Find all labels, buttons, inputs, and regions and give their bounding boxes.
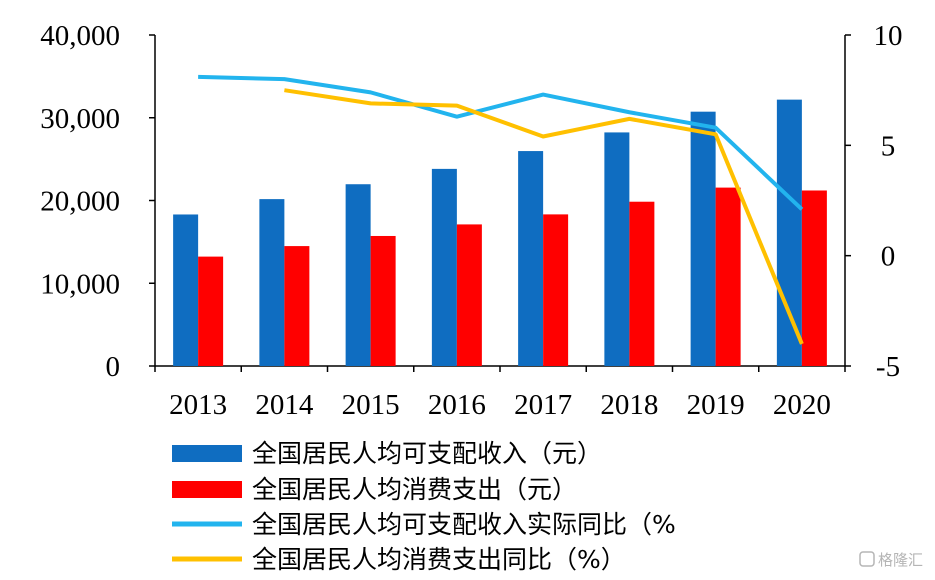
left-tick-label: 30,000	[40, 103, 120, 135]
bar-income	[518, 151, 544, 366]
bar-income	[431, 168, 457, 366]
legend: 全国居民人均可支配收入（元） 全国居民人均消费支出（元） 全国居民人均可支配收入实际…	[172, 439, 676, 574]
left-axis: 0 10,000 20,000 30,000 40,000	[40, 20, 156, 383]
x-tick-label: 2019	[687, 389, 745, 421]
legend-swatch	[172, 445, 242, 462]
x-tick-label: 2016	[428, 389, 486, 421]
watermark-text: 格隆汇	[878, 551, 923, 569]
right-axis: -5 0 5 10	[844, 20, 903, 383]
legend-label: 全国居民人均可支配收入（元）	[252, 439, 602, 468]
x-tick-label: 2013	[169, 389, 227, 421]
bar-income	[690, 111, 716, 367]
left-tick-label: 40,000	[40, 20, 120, 52]
right-tick-label: 10	[874, 20, 903, 52]
x-axis: 2013 2014 2015 2016 2017 2018 2019 2020	[154, 365, 846, 421]
left-tick-label: 0	[106, 351, 121, 383]
lines	[198, 74, 804, 345]
bar-income	[776, 99, 802, 367]
bar-consumption	[715, 187, 741, 366]
x-tick-label: 2015	[342, 389, 400, 421]
bar-consumption	[456, 224, 482, 366]
bar-consumption	[629, 201, 655, 366]
line-consumption-growth	[284, 88, 804, 345]
bar-consumption	[284, 246, 310, 366]
watermark: 格隆汇	[859, 551, 923, 569]
bar-income	[173, 214, 199, 366]
legend-label: 全国居民人均消费支出（元）	[252, 475, 577, 504]
x-tick-label: 2014	[255, 389, 314, 421]
glh-logo-icon	[859, 551, 875, 567]
right-tick-label: 0	[881, 241, 896, 273]
x-tick-label: 2020	[773, 389, 831, 421]
bar-consumption	[198, 256, 224, 366]
x-tick-label: 2018	[600, 389, 658, 421]
right-tick-label: -5	[876, 351, 900, 383]
x-tick-label: 2017	[514, 389, 572, 421]
legend-swatch	[172, 481, 242, 498]
line-income-growth	[198, 74, 804, 211]
bar-consumption	[370, 235, 396, 366]
left-tick-label: 10,000	[40, 268, 120, 300]
left-tick-label: 20,000	[40, 186, 120, 218]
legend-label: 全国居民人均消费支出同比（%）	[252, 545, 626, 574]
right-tick-label: 5	[881, 130, 896, 162]
bars	[173, 99, 827, 367]
bar-consumption	[543, 214, 569, 366]
legend-label: 全国居民人均可支配收入实际同比（%	[252, 510, 676, 539]
bar-income	[604, 132, 630, 366]
bar-consumption	[801, 190, 827, 366]
bar-income	[259, 199, 285, 366]
bar-income	[345, 184, 371, 366]
